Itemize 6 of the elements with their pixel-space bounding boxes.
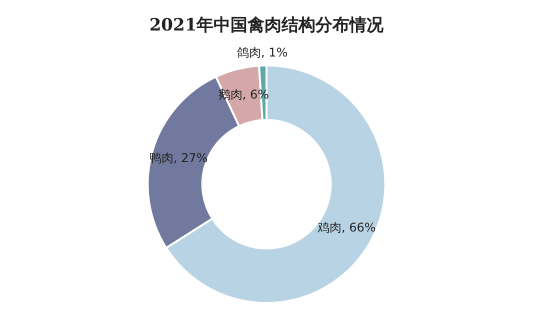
chart-title: 2021年中国禽肉结构分布情况 — [149, 16, 385, 36]
slice-label: 鸽肉 — [237, 46, 262, 60]
data-label: , 66% — [342, 220, 376, 234]
data-label: , 27% — [174, 150, 208, 165]
data-label: , 1% — [261, 46, 288, 60]
slice-label: 鸡肉 — [316, 220, 342, 234]
